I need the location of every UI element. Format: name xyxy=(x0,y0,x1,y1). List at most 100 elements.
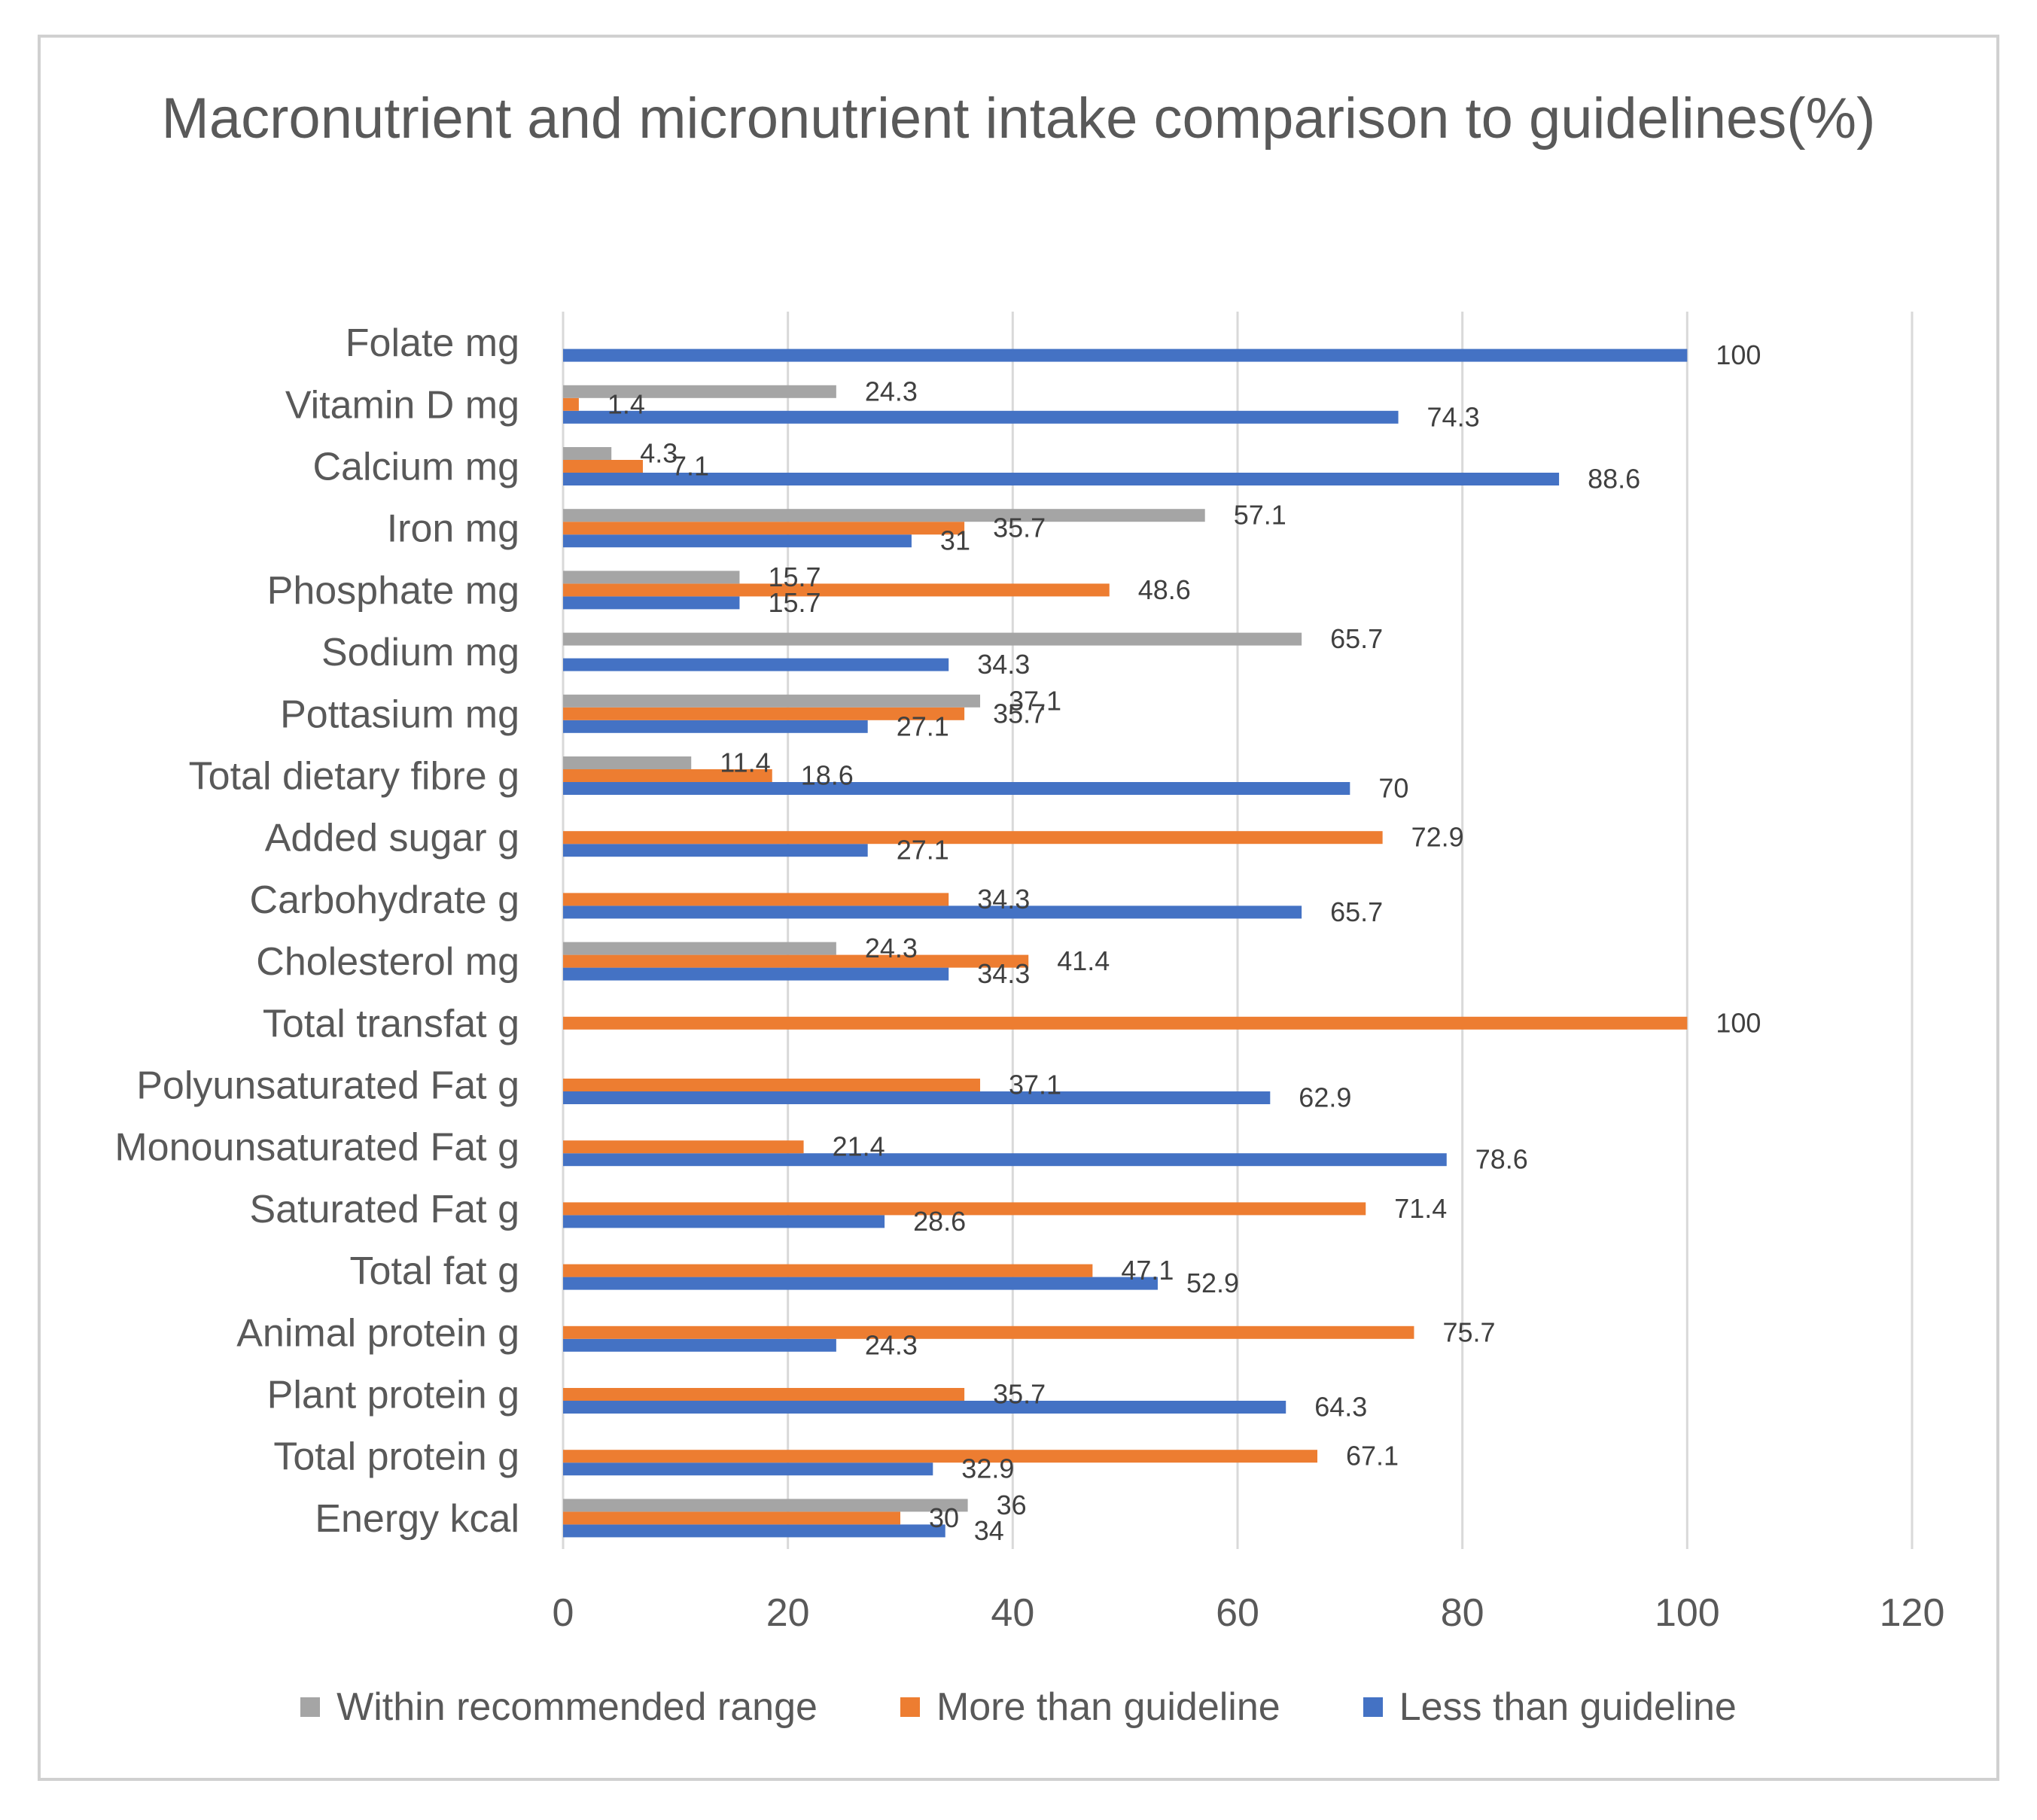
bar-within-recommended-range xyxy=(563,447,612,460)
x-tick-label: 60 xyxy=(1216,1591,1259,1635)
category-label: Added sugar g xyxy=(265,817,519,860)
x-tick-label: 100 xyxy=(1655,1591,1720,1635)
bar-more-than-guideline xyxy=(563,1264,1093,1277)
data-label: 24.3 xyxy=(865,1329,918,1360)
category-label: Calcium mg xyxy=(313,446,520,489)
category-label: Phosphate mg xyxy=(267,569,519,613)
legend-swatch xyxy=(900,1697,920,1717)
category-label: Total fat g xyxy=(350,1249,519,1293)
data-label: 35.7 xyxy=(993,698,1046,729)
category-label: Cholesterol mg xyxy=(256,940,519,984)
bar-less-than-guideline xyxy=(563,410,1399,424)
bar-less-than-guideline xyxy=(563,473,1560,485)
bar-less-than-guideline xyxy=(563,967,949,981)
bar-more-than-guideline xyxy=(563,954,1029,968)
legend-label: Within recommended range xyxy=(336,1685,818,1729)
category-label: Plant protein g xyxy=(267,1374,519,1417)
data-label: 30 xyxy=(929,1502,959,1533)
data-label: 27.1 xyxy=(897,835,949,866)
legend-item: More than guideline xyxy=(900,1685,1280,1730)
bar-more-than-guideline xyxy=(563,769,772,782)
data-label: 57.1 xyxy=(1234,500,1286,531)
data-label: 48.6 xyxy=(1138,574,1191,605)
data-label: 36 xyxy=(997,1490,1027,1520)
bar-more-than-guideline xyxy=(563,460,644,473)
bar-less-than-guideline xyxy=(563,1401,1286,1414)
data-label: 41.4 xyxy=(1057,945,1110,976)
bar-less-than-guideline xyxy=(563,658,949,671)
bar-more-than-guideline xyxy=(563,583,1110,597)
data-label: 75.7 xyxy=(1442,1316,1495,1347)
data-label: 71.4 xyxy=(1394,1193,1447,1224)
data-label: 27.1 xyxy=(897,711,949,741)
legend-item: Less than guideline xyxy=(1363,1685,1737,1730)
data-label: 15.7 xyxy=(768,562,821,592)
bar-more-than-guideline xyxy=(563,1325,1414,1339)
category-label: Monounsaturated Fat g xyxy=(114,1126,519,1170)
data-label: 28.6 xyxy=(913,1206,966,1237)
data-label: 100 xyxy=(1716,1007,1761,1038)
bar-more-than-guideline xyxy=(563,1140,804,1154)
x-tick-label: 20 xyxy=(766,1591,810,1635)
bar-more-than-guideline xyxy=(563,1388,965,1401)
data-label: 65.7 xyxy=(1330,623,1383,654)
bar-within-recommended-range xyxy=(563,509,1205,522)
data-label: 31 xyxy=(940,525,970,556)
bar-less-than-guideline xyxy=(563,782,1350,795)
data-label: 52.9 xyxy=(1186,1268,1239,1298)
bar-within-recommended-range xyxy=(563,756,692,769)
category-label: Energy kcal xyxy=(315,1497,519,1541)
data-label: 47.1 xyxy=(1121,1255,1174,1286)
category-label: Total protein g xyxy=(273,1435,519,1479)
legend-swatch xyxy=(300,1697,321,1717)
data-label: 15.7 xyxy=(768,587,821,618)
data-label: 35.7 xyxy=(993,513,1046,543)
bar-more-than-guideline xyxy=(563,707,965,720)
bar-less-than-guideline xyxy=(563,596,740,610)
data-label: 72.9 xyxy=(1411,822,1464,853)
data-label: 24.3 xyxy=(865,376,918,406)
bar-less-than-guideline xyxy=(563,1091,1271,1104)
data-label: 34.3 xyxy=(977,884,1030,915)
bar-less-than-guideline xyxy=(563,1153,1447,1167)
x-tick-label: 80 xyxy=(1441,1591,1484,1635)
bar-less-than-guideline xyxy=(563,905,1302,919)
category-label: Total transfat g xyxy=(263,1002,519,1045)
bar-less-than-guideline xyxy=(563,1524,945,1538)
category-label: Animal protein g xyxy=(236,1311,519,1355)
bar-within-recommended-range xyxy=(563,385,836,398)
bar-within-recommended-range xyxy=(563,632,1302,646)
data-label: 67.1 xyxy=(1346,1441,1399,1472)
bar-within-recommended-range xyxy=(563,942,836,955)
bar-within-recommended-range xyxy=(563,1499,968,1512)
data-label: 21.4 xyxy=(833,1131,885,1162)
data-label: 88.6 xyxy=(1588,464,1640,495)
bar-more-than-guideline xyxy=(563,397,579,411)
bar-less-than-guideline xyxy=(563,1338,836,1352)
x-tick-label: 0 xyxy=(553,1591,574,1635)
data-label: 65.7 xyxy=(1330,896,1383,927)
data-label: 32.9 xyxy=(961,1453,1014,1484)
legend-label: Less than guideline xyxy=(1399,1685,1737,1729)
data-label: 35.7 xyxy=(993,1379,1046,1410)
category-label: Carbohydrate g xyxy=(250,878,519,922)
chart-title: Macronutrient and micronutrient intake c… xyxy=(161,87,1876,151)
data-label: 100 xyxy=(1716,339,1761,370)
bar-less-than-guideline xyxy=(563,1462,933,1476)
x-tick-label: 120 xyxy=(1880,1591,1945,1635)
bar-more-than-guideline xyxy=(563,1016,1688,1030)
data-label: 4.3 xyxy=(640,438,677,469)
data-label: 18.6 xyxy=(801,760,854,791)
bar-less-than-guideline xyxy=(563,1277,1158,1290)
data-label: 62.9 xyxy=(1299,1082,1351,1113)
data-label: 34 xyxy=(974,1515,1004,1546)
data-label: 37.1 xyxy=(1009,685,1061,716)
category-label: Vitamin D mg xyxy=(285,383,519,427)
data-label: 64.3 xyxy=(1314,1392,1367,1423)
category-label: Sodium mg xyxy=(321,631,519,674)
data-label: 70 xyxy=(1378,773,1408,804)
data-label: 34.3 xyxy=(977,958,1030,989)
bar-within-recommended-range xyxy=(563,571,740,584)
bar-more-than-guideline xyxy=(563,893,949,906)
